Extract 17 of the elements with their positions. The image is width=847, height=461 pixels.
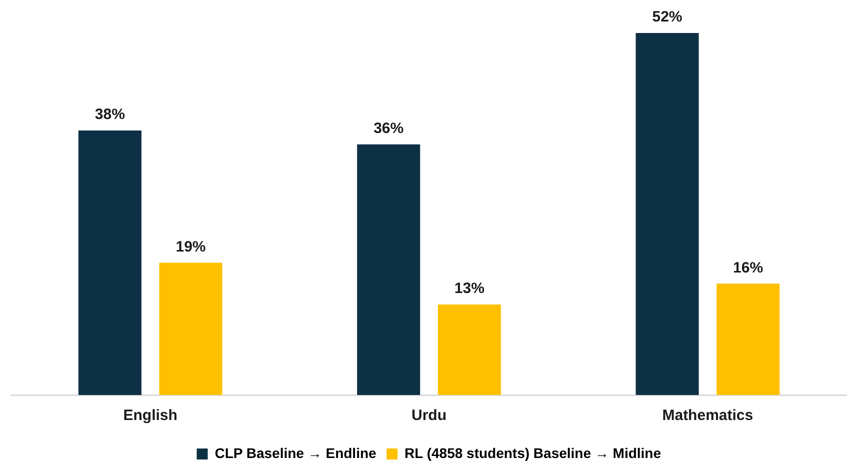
data-label: 52% (652, 8, 682, 26)
bar (78, 130, 142, 395)
legend-label: RL (4858 students) Baseline → Midline (404, 444, 662, 461)
bar (716, 284, 780, 395)
x-tick-label: Urdu (412, 407, 446, 424)
x-tick-label: English (123, 407, 178, 424)
x-tick-label: Mathematics (662, 407, 754, 424)
bar (159, 262, 222, 395)
data-label: 19% (176, 238, 206, 256)
bar (636, 33, 699, 395)
bar (357, 144, 420, 395)
bar (438, 304, 501, 395)
data-label: 13% (454, 280, 484, 298)
data-label: 36% (374, 120, 404, 138)
data-label: 16% (733, 259, 764, 276)
data-label: 38% (94, 106, 125, 124)
legend-label: CLP Baseline → Endline (214, 444, 377, 461)
